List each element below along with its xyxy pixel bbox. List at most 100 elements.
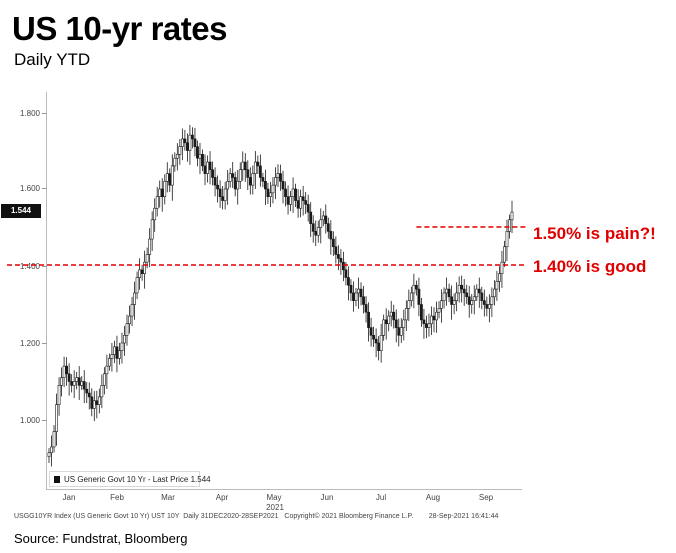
candle-body xyxy=(276,173,280,178)
candle-body xyxy=(397,327,401,336)
y-tick-label-1000: 1.000 xyxy=(19,416,40,425)
candle-body xyxy=(135,277,139,294)
candle-body xyxy=(70,381,74,386)
candle-body xyxy=(228,173,232,182)
candle-body xyxy=(450,296,454,305)
candle-body xyxy=(369,327,373,336)
candle-body xyxy=(384,319,388,325)
candle-body xyxy=(261,177,265,182)
candle-body xyxy=(387,315,391,325)
candle-body xyxy=(65,365,69,375)
candle-body xyxy=(319,219,323,228)
legend-label: US Generic Govt 10 Yr - Last Price 1.544 xyxy=(64,475,211,484)
candle-body xyxy=(364,304,368,313)
candle-body xyxy=(374,338,378,344)
candle-series xyxy=(47,124,514,467)
candle-body xyxy=(47,452,51,457)
candle-body xyxy=(102,373,106,386)
candle-body xyxy=(113,346,116,355)
candle-body xyxy=(138,269,141,278)
last-price-badge: 1.544 xyxy=(1,204,41,218)
candle-body xyxy=(150,219,154,240)
candle-body xyxy=(354,292,358,301)
candle-body xyxy=(269,192,272,198)
candle-body xyxy=(289,196,292,205)
candle-body xyxy=(359,288,363,298)
candle-body xyxy=(475,288,479,298)
candle-body xyxy=(253,161,257,174)
candle-body xyxy=(510,211,514,221)
candle-body xyxy=(442,292,446,301)
candle-body xyxy=(465,292,469,298)
y-tick-label-1200: 1.200 xyxy=(19,339,40,348)
annotation-pain: 1.50% is pain?! xyxy=(533,224,656,243)
candle-body xyxy=(128,315,131,325)
candle-body xyxy=(236,181,240,190)
candle-body xyxy=(274,177,277,186)
candle-body xyxy=(495,281,499,290)
candle-body xyxy=(284,188,287,197)
candle-body xyxy=(482,300,486,305)
candle-body xyxy=(505,231,509,248)
candle-body xyxy=(50,446,53,454)
candle-body xyxy=(480,292,484,301)
candle-body xyxy=(95,400,99,405)
candle-body xyxy=(357,288,360,294)
y-axis-line xyxy=(46,92,47,490)
candle-body xyxy=(301,196,305,201)
candle-body xyxy=(321,215,325,221)
candle-body xyxy=(324,215,328,224)
candle-body xyxy=(490,296,494,305)
candle-body xyxy=(470,300,474,305)
candle-body xyxy=(248,177,252,186)
legend-swatch xyxy=(54,476,60,484)
candle-body xyxy=(367,311,370,328)
candle-body xyxy=(223,188,227,201)
candle-body xyxy=(191,134,194,140)
candle-body xyxy=(427,323,431,328)
candle-body xyxy=(110,354,114,359)
candle-body xyxy=(311,223,315,232)
candle-body xyxy=(399,327,403,336)
candle-body xyxy=(208,161,212,171)
candle-body xyxy=(193,138,197,147)
candle-body xyxy=(422,319,426,325)
candle-body xyxy=(243,161,247,171)
candle-body xyxy=(372,334,376,340)
candle-body xyxy=(57,385,61,405)
candle-body xyxy=(500,261,504,274)
candle-body xyxy=(440,300,443,309)
candle-body xyxy=(266,188,270,197)
x-year-label: 2021 xyxy=(266,503,284,512)
candle-body xyxy=(178,146,182,155)
candle-body xyxy=(339,257,343,263)
candle-body xyxy=(145,254,149,263)
candle-body xyxy=(221,196,225,201)
candle-body xyxy=(251,173,255,186)
candle-body xyxy=(246,169,250,178)
candle-body xyxy=(417,288,421,305)
candle-body xyxy=(437,308,441,313)
candle-body xyxy=(168,173,172,186)
candle-body xyxy=(155,196,159,209)
candle-body xyxy=(185,142,189,151)
y-tick-mark xyxy=(42,343,47,344)
x-tick-label-jun: Jun xyxy=(320,493,334,502)
candle-body xyxy=(457,284,461,294)
y-tick-mark xyxy=(42,188,47,189)
x-tick-label-sep: Sep xyxy=(478,493,494,502)
candle-body xyxy=(52,431,56,448)
chart-subtitle: Daily YTD xyxy=(14,50,91,69)
candle-body xyxy=(100,385,104,398)
candle-body xyxy=(107,358,111,367)
candle-body xyxy=(258,165,262,178)
candle-body xyxy=(407,300,411,309)
candle-body xyxy=(314,231,318,236)
candle-body xyxy=(508,219,511,232)
candle-body xyxy=(72,381,76,386)
candle-body xyxy=(233,177,237,190)
candle-body xyxy=(503,246,506,263)
candle-body xyxy=(90,396,94,409)
candle-body xyxy=(342,261,345,271)
candle-body xyxy=(492,288,496,298)
